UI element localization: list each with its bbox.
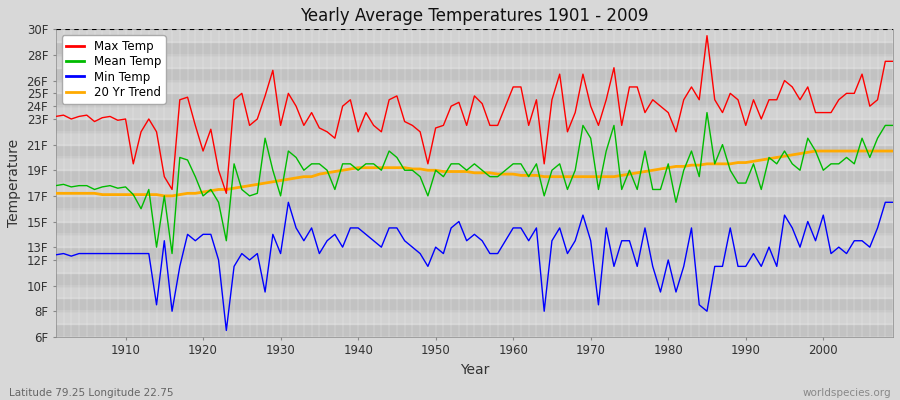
Bar	[56, 196, 893, 209]
Bar	[56, 55, 893, 68]
Bar	[56, 260, 893, 273]
Bar	[56, 209, 893, 222]
X-axis label: Year: Year	[460, 363, 489, 377]
Title: Yearly Average Temperatures 1901 - 2009: Yearly Average Temperatures 1901 - 2009	[301, 7, 649, 25]
Bar	[56, 183, 893, 196]
Text: worldspecies.org: worldspecies.org	[803, 388, 891, 398]
Bar	[56, 158, 893, 170]
Text: Latitude 79.25 Longitude 22.75: Latitude 79.25 Longitude 22.75	[9, 388, 174, 398]
Bar	[56, 286, 893, 298]
Bar	[56, 68, 893, 80]
Bar	[56, 247, 893, 260]
Y-axis label: Temperature: Temperature	[7, 139, 21, 227]
Bar	[56, 234, 893, 247]
Bar	[56, 119, 893, 132]
Bar	[56, 298, 893, 311]
Legend: Max Temp, Mean Temp, Min Temp, 20 Yr Trend: Max Temp, Mean Temp, Min Temp, 20 Yr Tre…	[62, 35, 166, 104]
Bar	[56, 29, 893, 42]
Bar	[56, 324, 893, 337]
Bar	[56, 311, 893, 324]
Bar	[56, 42, 893, 55]
Bar	[56, 80, 893, 93]
Bar	[56, 170, 893, 183]
Bar	[56, 106, 893, 119]
Bar	[56, 93, 893, 106]
Bar	[56, 145, 893, 158]
Bar	[56, 222, 893, 234]
Bar	[56, 273, 893, 286]
Bar	[56, 132, 893, 145]
